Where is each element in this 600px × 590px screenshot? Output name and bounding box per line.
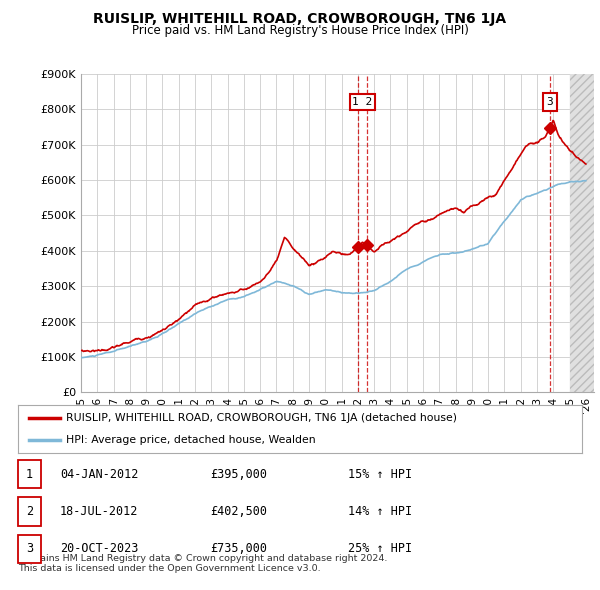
Bar: [569, 74, 594, 392]
Text: Contains HM Land Registry data © Crown copyright and database right 2024.
This d: Contains HM Land Registry data © Crown c…: [18, 554, 388, 573]
Text: 1: 1: [26, 468, 33, 481]
Text: 14% ↑ HPI: 14% ↑ HPI: [348, 505, 412, 518]
Text: HPI: Average price, detached house, Wealden: HPI: Average price, detached house, Weal…: [66, 435, 316, 445]
Text: 18-JUL-2012: 18-JUL-2012: [60, 505, 139, 518]
Text: 2: 2: [26, 505, 33, 518]
Text: 04-JAN-2012: 04-JAN-2012: [60, 468, 139, 481]
Text: £402,500: £402,500: [210, 505, 267, 518]
Text: 25% ↑ HPI: 25% ↑ HPI: [348, 542, 412, 555]
Text: 20-OCT-2023: 20-OCT-2023: [60, 542, 139, 555]
Text: 3: 3: [26, 542, 33, 555]
Text: RUISLIP, WHITEHILL ROAD, CROWBOROUGH, TN6 1JA (detached house): RUISLIP, WHITEHILL ROAD, CROWBOROUGH, TN…: [66, 413, 457, 423]
Text: RUISLIP, WHITEHILL ROAD, CROWBOROUGH, TN6 1JA: RUISLIP, WHITEHILL ROAD, CROWBOROUGH, TN…: [94, 12, 506, 26]
Bar: [569, 74, 594, 392]
Text: 15% ↑ HPI: 15% ↑ HPI: [348, 468, 412, 481]
Text: £735,000: £735,000: [210, 542, 267, 555]
Text: 1 2: 1 2: [352, 97, 373, 107]
Text: £395,000: £395,000: [210, 468, 267, 481]
Text: Price paid vs. HM Land Registry's House Price Index (HPI): Price paid vs. HM Land Registry's House …: [131, 24, 469, 37]
Text: 3: 3: [547, 97, 553, 107]
